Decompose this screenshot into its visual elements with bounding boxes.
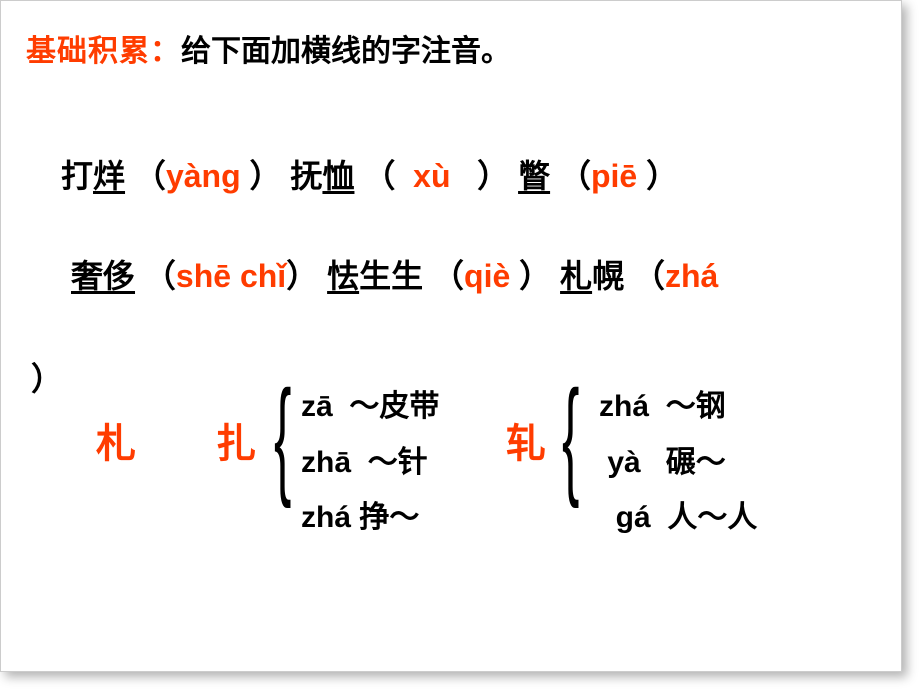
word2-pre: 抚 [290,158,322,194]
poly2-word-1: ～钢 [666,390,726,423]
word6-ul: 札 [560,258,592,294]
phonetics-row-1: 打烊 （yàng ） 抚恤 （ xù ） 瞥 （piē ） [61,151,678,197]
answer6: zhá [665,258,718,294]
poly2-pinyin-2: yà [607,446,640,479]
paren-open-6: （ [633,258,665,294]
poly2-word-3: 人～人 [667,501,757,534]
poly1-word-1: ～皮带 [349,390,439,423]
answer4: shē chǐ [176,258,286,294]
paren-open-4: （ [144,258,176,294]
answer2: xù [413,158,450,194]
word6-post: 幌 [592,258,624,294]
word3-ul: 瞥 [518,158,550,194]
poly1-pinyin-1: zā [301,390,333,423]
answer3: piē [591,158,637,194]
word1-pre: 打 [61,158,93,194]
paren-close-5: ） [510,258,551,294]
paren-open-1: （ [134,158,166,194]
phonetics-row-2-cont: ） [31,354,63,400]
title-rest: 给下面加横线的字注音。 [181,35,511,68]
slide-container: 基础积累：给下面加横线的字注音。 打烊 （yàng ） 抚恤 （ xù ） 瞥 … [0,0,902,672]
polyphone-group-2: zhá ～钢 yà 碾～ gá 人～人 [599,379,757,546]
poly2-pinyin-1: zhá [599,390,649,423]
brace-left-1: { [274,371,291,501]
poly2-word-2: 碾～ [666,446,726,479]
poly2-entry-1: zhá ～钢 [599,379,757,435]
word5-post: 生生 [359,258,423,294]
word2-ul: 恤 [322,158,354,194]
brace-left-2: { [562,371,579,501]
poly1-pinyin-3: zhá [301,501,351,534]
poly1-entry-1: zā ～皮带 [301,379,439,435]
word5-ul: 怯 [327,258,359,294]
poly1-word-2: ～针 [368,446,428,479]
poly1-word-3: 挣～ [359,501,419,534]
answer1: yàng [166,158,241,194]
paren-close-1: ） [241,158,282,194]
poly1-entry-2: zhā ～针 [301,435,439,491]
paren-close-2: ） [477,158,509,194]
paren-close-4: ） [286,258,318,294]
paren-open-2: （ [363,158,395,194]
paren-open-5: （ [432,258,464,294]
title-line: 基础积累：给下面加横线的字注音。 [26,26,511,70]
polyphone-char-2: 扎 [216,411,256,469]
paren-close-6: ） [31,361,63,397]
poly1-pinyin-2: zhā [301,446,351,479]
word4-ul: 奢侈 [71,258,135,294]
phonetics-row-2: 奢侈 （shē chǐ） 怯生生 （qiè ） 札幌 （zhá [71,251,718,297]
paren-open-3: （ [559,158,591,194]
poly2-entry-3: gá 人～人 [599,490,757,546]
polyphone-char-1: 札 [96,411,136,469]
poly2-pinyin-3: gá [616,501,651,534]
poly2-entry-2: yà 碾～ [599,435,757,491]
title-prefix: 基础积累： [26,35,181,68]
paren-close-3: ） [637,158,678,194]
polyphone-char-3: 轧 [506,411,546,469]
word1-ul: 烊 [93,158,125,194]
polyphone-group-1: zā ～皮带 zhā ～针 zhá 挣～ [301,379,439,546]
poly1-entry-3: zhá 挣～ [301,490,439,546]
answer5: qiè [464,258,510,294]
